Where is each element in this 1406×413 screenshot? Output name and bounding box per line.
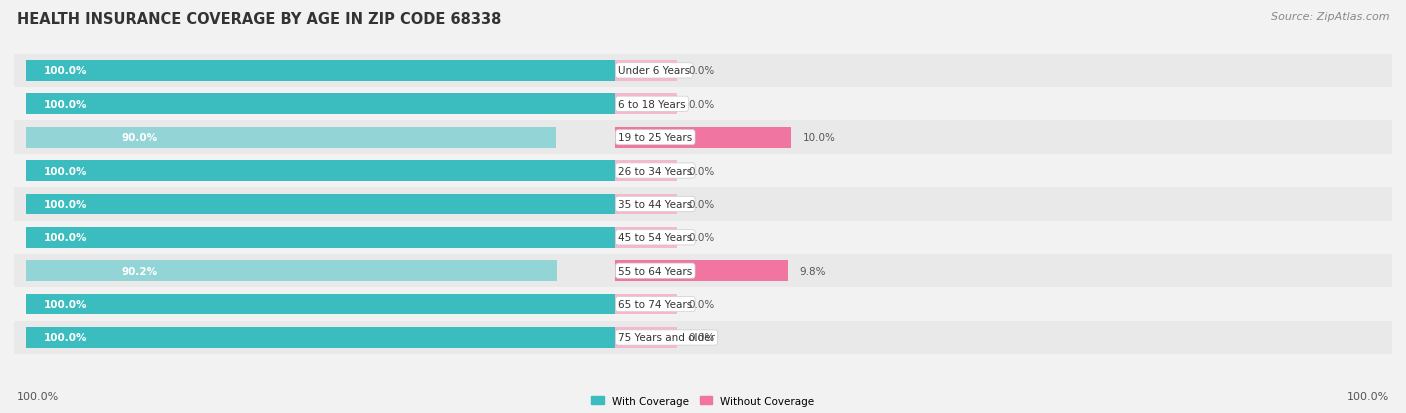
Bar — [14, 154, 1392, 188]
Bar — [614, 128, 792, 148]
Text: 100.0%: 100.0% — [44, 166, 87, 176]
Text: 19 to 25 Years: 19 to 25 Years — [619, 133, 693, 143]
Text: 100.0%: 100.0% — [44, 100, 87, 109]
Text: 100.0%: 100.0% — [44, 233, 87, 243]
Text: 0.0%: 0.0% — [689, 333, 714, 343]
Text: 45 to 54 Years: 45 to 54 Years — [619, 233, 693, 243]
Text: 9.8%: 9.8% — [800, 266, 827, 276]
Text: 6 to 18 Years: 6 to 18 Years — [619, 100, 686, 109]
Text: 35 to 44 Years: 35 to 44 Years — [619, 199, 693, 209]
Bar — [25, 161, 614, 181]
Bar — [14, 88, 1392, 121]
Text: 65 to 74 Years: 65 to 74 Years — [619, 299, 693, 309]
Bar — [14, 254, 1392, 288]
Bar — [25, 228, 614, 248]
Bar — [14, 288, 1392, 321]
Text: Under 6 Years: Under 6 Years — [619, 66, 690, 76]
Text: 10.0%: 10.0% — [803, 133, 837, 143]
Text: 0.0%: 0.0% — [689, 199, 714, 209]
Bar — [14, 221, 1392, 254]
Bar — [614, 328, 676, 348]
Bar — [614, 294, 676, 315]
Text: HEALTH INSURANCE COVERAGE BY AGE IN ZIP CODE 68338: HEALTH INSURANCE COVERAGE BY AGE IN ZIP … — [17, 12, 502, 27]
Text: 0.0%: 0.0% — [689, 100, 714, 109]
Bar — [14, 188, 1392, 221]
Bar — [25, 194, 614, 215]
Text: 0.0%: 0.0% — [689, 166, 714, 176]
Bar — [614, 161, 676, 181]
Text: 100.0%: 100.0% — [44, 299, 87, 309]
Bar — [14, 321, 1392, 354]
Bar — [614, 194, 676, 215]
Text: 0.0%: 0.0% — [689, 66, 714, 76]
Bar — [25, 261, 557, 281]
Bar — [614, 228, 676, 248]
Text: 75 Years and older: 75 Years and older — [619, 333, 716, 343]
Text: 0.0%: 0.0% — [689, 233, 714, 243]
Bar — [25, 94, 614, 115]
Text: 100.0%: 100.0% — [44, 333, 87, 343]
Bar — [25, 328, 614, 348]
Text: 0.0%: 0.0% — [689, 299, 714, 309]
Text: 55 to 64 Years: 55 to 64 Years — [619, 266, 693, 276]
Bar — [25, 294, 614, 315]
Text: 100.0%: 100.0% — [44, 199, 87, 209]
Bar — [14, 55, 1392, 88]
Text: 90.2%: 90.2% — [121, 266, 157, 276]
Text: 100.0%: 100.0% — [17, 391, 59, 401]
Text: 100.0%: 100.0% — [1347, 391, 1389, 401]
Text: Source: ZipAtlas.com: Source: ZipAtlas.com — [1271, 12, 1389, 22]
Bar — [25, 61, 614, 81]
Text: 100.0%: 100.0% — [44, 66, 87, 76]
Bar — [14, 121, 1392, 154]
Bar — [25, 128, 555, 148]
Bar — [614, 261, 787, 281]
Text: 26 to 34 Years: 26 to 34 Years — [619, 166, 693, 176]
Text: 90.0%: 90.0% — [121, 133, 157, 143]
Bar — [614, 61, 676, 81]
Legend: With Coverage, Without Coverage: With Coverage, Without Coverage — [588, 392, 818, 410]
Bar — [614, 94, 676, 115]
